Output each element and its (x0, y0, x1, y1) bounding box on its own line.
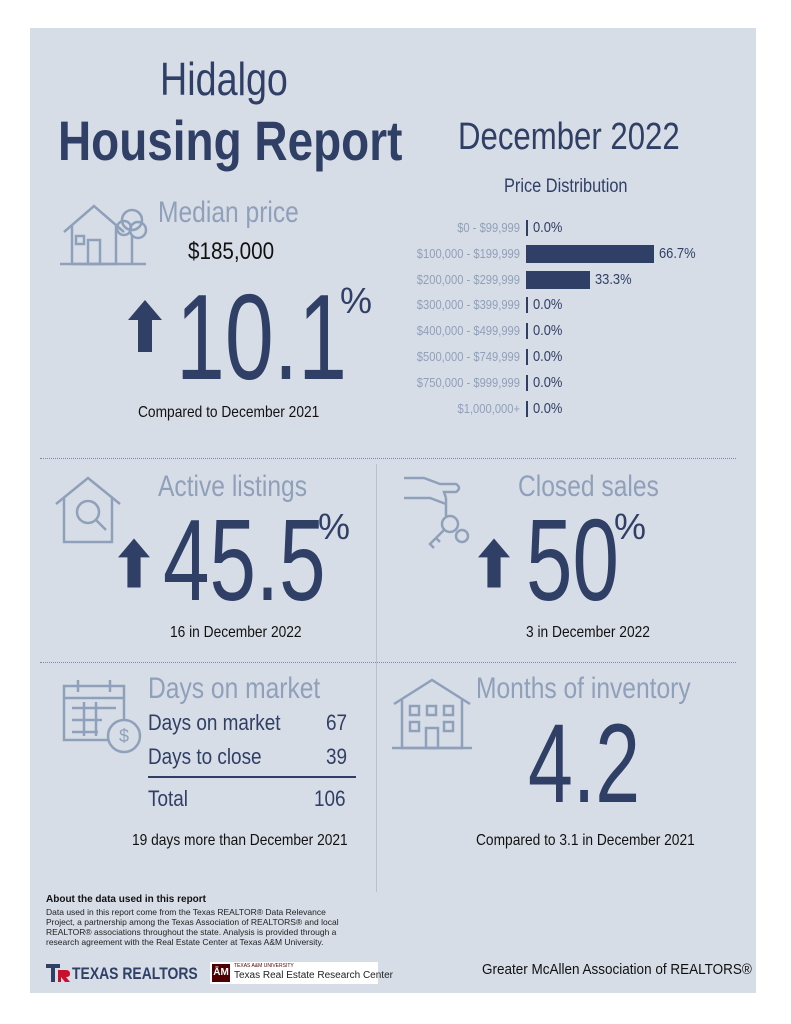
distribution-range-label: $1,000,000+ (457, 400, 520, 416)
distribution-range-label: $200,000 - $299,999 (416, 271, 520, 287)
building-icon (392, 678, 472, 750)
house-tree-icon (60, 204, 148, 266)
divider-vertical (376, 464, 377, 892)
median-price-change: 10.1 (176, 269, 347, 405)
svg-text:$: $ (119, 726, 129, 746)
distribution-axis-tick (526, 220, 528, 236)
divider (40, 458, 736, 459)
distribution-axis-tick (526, 297, 528, 314)
distribution-range-label: $400,000 - $499,999 (416, 323, 520, 339)
dom-total-label: Total (148, 786, 188, 811)
texas-realtors-logo: TEXAS REALTORS (46, 962, 206, 984)
closed-sales-change: 50 (526, 495, 619, 625)
report-panel (30, 28, 756, 993)
distribution-value-label: 0.0% (533, 219, 563, 236)
distribution-axis-tick (526, 374, 528, 391)
distribution-range-label: $0 - $99,999 (457, 220, 520, 235)
up-arrow-icon (128, 300, 162, 352)
dom-row-label: Days on market (148, 710, 281, 735)
texas-realtors-mark-icon (46, 964, 70, 982)
distribution-range-label: $300,000 - $399,999 (416, 297, 520, 313)
dom-row-label: Days to close (148, 744, 262, 769)
median-price-unit: % (340, 280, 373, 321)
distribution-bar (526, 270, 590, 289)
texas-realtors-text: TEXAS REALTORS (72, 964, 198, 983)
active-listings-unit: % (318, 506, 351, 547)
months-inventory-heading: Months of inventory (476, 672, 691, 705)
report-title: Housing Report (58, 109, 403, 172)
months-inventory-caption: Compared to 3.1 in December 2021 (476, 832, 695, 849)
calendar-dollar-icon: $ (62, 680, 142, 754)
distribution-value-label: 0.0% (533, 399, 563, 417)
about-heading: About the data used in this report (46, 894, 207, 905)
distribution-value-label: 33.3% (594, 270, 632, 288)
active-listings-heading: Active listings (158, 470, 308, 503)
median-price-heading: Median price (158, 196, 299, 229)
total-rule (148, 776, 356, 778)
report-period: December 2022 (458, 116, 680, 158)
closed-sales-caption: 3 in December 2022 (526, 624, 650, 641)
atm-mark-icon: ĀM (212, 964, 230, 982)
distribution-value-label: 0.0% (533, 348, 563, 365)
distribution-axis-tick (526, 323, 528, 340)
distribution-axis-tick (526, 400, 528, 417)
hand-keys-icon (404, 476, 470, 549)
association-name: Greater McAllen Association of REALTORS® (482, 961, 752, 978)
divider (40, 662, 736, 663)
months-inventory-value: 4.2 (528, 701, 641, 826)
distribution-value-label: 66.7% (659, 244, 696, 262)
distribution-range-label: $500,000 - $749,999 (416, 349, 520, 364)
distribution-bar (526, 244, 655, 263)
distribution-range-label: $750,000 - $999,999 (416, 374, 520, 390)
distribution-value-label: 0.0% (533, 322, 563, 340)
active-listings-change: 45.5 (163, 495, 326, 625)
dom-total-value: 106 (314, 786, 346, 811)
days-on-market-heading: Days on market (148, 672, 321, 705)
active-listings-caption: 16 in December 2022 (170, 624, 302, 641)
distribution-value-label: 0.0% (533, 373, 563, 391)
days-on-market-caption: 19 days more than December 2021 (132, 832, 348, 849)
distribution-axis-tick (526, 349, 528, 365)
dom-row-value: 67 (326, 710, 348, 735)
up-arrow-icon (118, 538, 150, 588)
house-search-icon (55, 476, 121, 544)
about-text: Data used in this report come from the T… (46, 907, 339, 947)
closed-sales-heading: Closed sales (518, 470, 659, 503)
tamu-logo: ĀM TEXAS A&M UNIVERSITY Texas Real Estat… (210, 962, 393, 984)
up-arrow-icon (478, 538, 510, 588)
report-title-city: Hidalgo (160, 53, 288, 105)
price-distribution-title: Price Distribution (504, 176, 628, 197)
closed-sales-unit: % (614, 506, 647, 547)
distribution-range-label: $100,000 - $199,999 (416, 245, 520, 261)
median-price-caption: Compared to December 2021 (138, 404, 320, 421)
distribution-value-label: 0.0% (533, 296, 563, 314)
median-price-value: $185,000 (188, 238, 275, 265)
dom-row-value: 39 (326, 744, 348, 769)
tamu-center-text: Texas Real Estate Research Center (234, 970, 393, 981)
tamu-small-text: TEXAS A&M UNIVERSITY (234, 963, 294, 969)
